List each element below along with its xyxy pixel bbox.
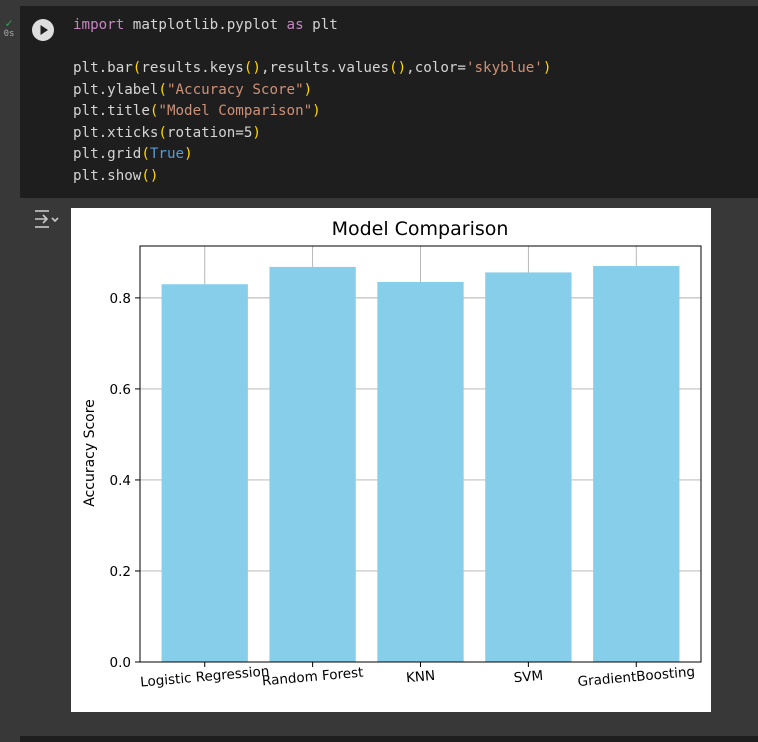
y-tick-label: 0.6 [110,382,131,398]
code-token: import [73,17,125,33]
code-line[interactable]: import matplotlib.pyplot as plt [73,15,551,37]
code-token: results.keys [141,60,244,76]
code-token: ( [149,103,159,119]
code-token: "Accuracy Score" [166,81,304,98]
plot-output: Model Comparison Accuracy Score 0.0 0.2 0.… [71,208,711,712]
code-token: ) [542,60,552,76]
y-tick-label: 0.4 [110,473,131,489]
output-menu-icon[interactable] [34,209,60,235]
success-check-icon: ✓ [5,16,13,30]
bar [485,272,572,662]
code-token: 'skyblue' [465,60,543,76]
code-line[interactable] [73,37,551,59]
code-token: True [149,146,185,162]
code-editor[interactable]: import matplotlib.pyplot as plt plt.bar(r… [73,15,551,187]
code-token: ,color= [406,60,466,76]
x-tick-label: GradientBoosting [577,664,696,690]
code-token: plt.xticks [73,124,159,141]
code-token: rotation=5 [166,124,253,141]
execution-time: 0s [3,29,15,39]
code-line[interactable]: plt.ylabel("Accuracy Score") [73,80,551,102]
code-token: plt [303,17,338,33]
code-token: plt.grid [73,146,142,162]
y-tick-label: 0.8 [110,291,131,307]
code-token: () [389,60,407,76]
code-token: "Model Comparison" [158,103,313,119]
run-cell-button[interactable] [32,19,54,41]
code-token: ) [303,81,313,98]
code-token: matplotlib.pyplot [124,17,287,33]
code-token: ) [252,124,261,141]
code-token: ) [312,103,321,119]
code-token: () [243,60,261,76]
code-token: plt.title [73,103,150,119]
code-line[interactable]: plt.show() [73,166,551,188]
x-tick-label: Logistic Regression [140,663,270,690]
bar [377,281,464,662]
x-tick-label: Random Forest [261,665,364,690]
code-line[interactable]: plt.xticks(rotation=5) [73,123,551,145]
x-tick-label: SVM [513,668,544,687]
code-token: () [141,167,159,184]
code-cell[interactable]: import matplotlib.pyplot as plt plt.bar(r… [20,6,758,198]
next-cell[interactable] [20,736,758,742]
code-token: plt.bar [73,60,133,76]
bar-chart: Model Comparison Accuracy Score 0.0 0.2 0.… [82,218,702,691]
code-token: ( [141,146,150,162]
code-line[interactable]: plt.grid(True) [73,144,551,166]
bar [161,284,248,662]
code-token: ( [158,81,167,98]
code-token: ( [158,124,167,141]
y-tick-label: 0.2 [110,564,131,580]
code-token: ( [132,60,142,76]
play-icon [40,25,48,35]
code-token: ,results.values [260,60,390,76]
code-line[interactable]: plt.title("Model Comparison") [73,101,551,123]
code-token: plt.show [73,167,142,184]
code-token: as [286,17,304,33]
bar [593,266,680,662]
y-tick-label: 0.0 [110,655,131,671]
execution-status: ✓ 0s [2,16,16,40]
code-token: ) [184,146,193,162]
y-axis-label: Accuracy Score [82,399,98,507]
x-tick-label: KNN [405,668,435,686]
code-line[interactable]: plt.bar(results.keys(),results.values(),… [73,58,551,80]
chart-title: Model Comparison [332,218,509,240]
bar [269,266,356,662]
code-token: plt.ylabel [73,81,159,98]
